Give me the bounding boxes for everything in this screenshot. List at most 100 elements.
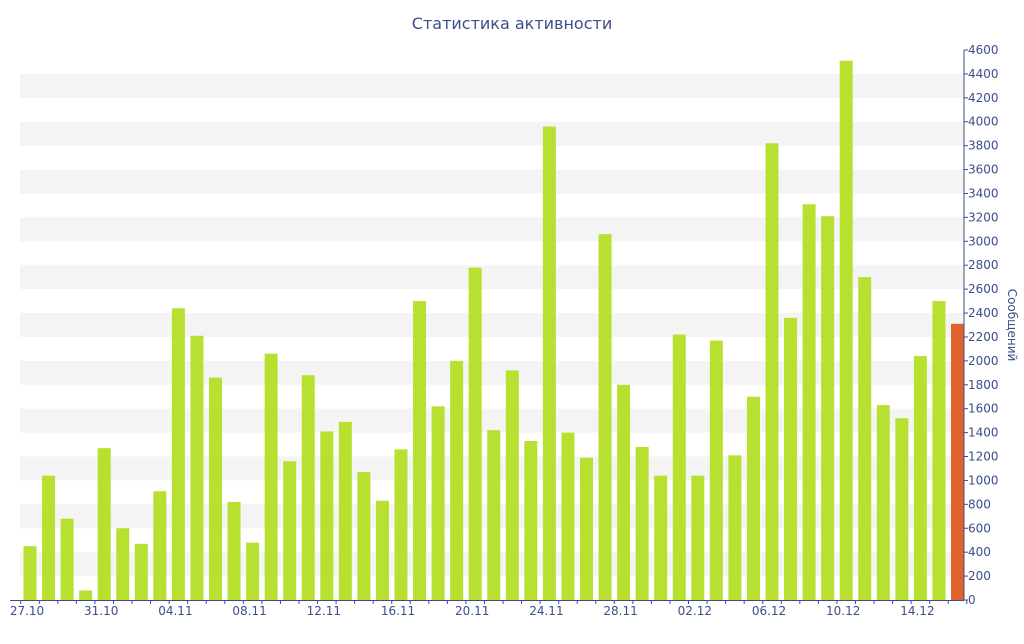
bar: 10.12: 4510 bbox=[839, 60, 853, 601]
bar: 26.11: 1190 bbox=[580, 457, 593, 600]
grid-band bbox=[20, 217, 964, 242]
x-tick-label: 06.12 bbox=[752, 604, 786, 618]
bar: 09.12: 3210 bbox=[821, 216, 835, 600]
bar: 07.12: 2360 bbox=[784, 317, 798, 600]
y-tick-label: 2200 bbox=[968, 330, 999, 344]
x-tick-label: 02.12 bbox=[678, 604, 712, 618]
y-tick-label: 2000 bbox=[968, 354, 999, 368]
y-tick-label: 1000 bbox=[968, 473, 999, 487]
bar: 30.10: 80 bbox=[79, 590, 93, 600]
y-tick-label: 400 bbox=[968, 545, 991, 559]
bar: 01.11: 600 bbox=[116, 528, 130, 600]
bar: 10.11: 1160 bbox=[283, 461, 297, 600]
bar: 12.12: 1630 bbox=[876, 405, 890, 600]
bar: 14.12: 2040 bbox=[913, 356, 927, 600]
bar: 20.11: 2780 bbox=[468, 267, 482, 600]
x-tick-label: 04.11 bbox=[158, 604, 192, 618]
y-tick-label: 3200 bbox=[968, 210, 999, 224]
x-tick-label: 28.11 bbox=[603, 604, 637, 618]
y-tick-label: 4600 bbox=[968, 43, 999, 57]
y-tick-label: 200 bbox=[968, 569, 991, 583]
bar: 17.11: 2500 bbox=[413, 301, 427, 600]
bar: 08.12: 3310 bbox=[802, 204, 816, 600]
bar: 28.11: 1800 bbox=[617, 384, 631, 600]
y-tick-label: 2800 bbox=[968, 258, 999, 272]
bar: 03.11: 910 bbox=[153, 491, 167, 600]
y-tick-label: 3400 bbox=[968, 186, 999, 200]
axes: 0 200 400 600 800 1000 1200 1400 1600 1800 2000 220… bbox=[10, 43, 1019, 618]
grid-band bbox=[20, 265, 964, 290]
bar: 13.12: 1520 bbox=[895, 418, 909, 600]
bar-current: 16.12: 2310 bbox=[951, 323, 964, 600]
bar: 23.11: 1330 bbox=[524, 440, 538, 600]
bar: 31.10: 1270 bbox=[97, 448, 111, 600]
y-tick-label: 4400 bbox=[968, 67, 999, 81]
bar: 03.12: 2170 bbox=[709, 340, 723, 600]
bar: 05.11: 2210 bbox=[190, 335, 204, 600]
bar: 01.12: 2220 bbox=[672, 334, 686, 600]
y-axis-label: Сообщений bbox=[1005, 289, 1019, 362]
x-tick-label: 12.11 bbox=[307, 604, 341, 618]
bar: 11.12: 2700 bbox=[858, 277, 872, 600]
bar: 13.11: 1490 bbox=[338, 421, 352, 600]
y-tick-label: 3600 bbox=[968, 163, 999, 177]
y-tick-label: 4200 bbox=[968, 91, 999, 105]
bar: 16.11: 1260 bbox=[394, 449, 408, 600]
y-tick-label: 3000 bbox=[968, 234, 999, 248]
bar: 28.10: 1040 bbox=[42, 475, 56, 600]
y-tick-label: 800 bbox=[968, 497, 991, 511]
grid-band bbox=[20, 121, 964, 146]
x-tick-label: 14.12 bbox=[900, 604, 934, 618]
bar: 14.11: 1070 bbox=[357, 472, 371, 600]
bar: 24.11: 3960 bbox=[542, 126, 556, 601]
bar: 11.11: 1880 bbox=[301, 375, 315, 600]
grid-band bbox=[20, 360, 964, 385]
bar: 08.11: 480 bbox=[246, 542, 260, 600]
bar: 12.11: 1410 bbox=[320, 431, 334, 600]
y-tick-label: 1200 bbox=[968, 450, 999, 464]
bar: 18.11: 1620 bbox=[431, 406, 445, 600]
bar: 29.11: 1280 bbox=[635, 446, 649, 600]
y-tick-label: 1400 bbox=[968, 426, 999, 440]
bar: 25.11: 1400 bbox=[561, 432, 575, 600]
y-tick-label: 3800 bbox=[968, 139, 999, 153]
bar: 06.11: 1860 bbox=[209, 377, 222, 600]
bar: 02.11: 470 bbox=[134, 543, 148, 600]
grid-bands bbox=[20, 73, 964, 577]
bar: 19.11: 2000 bbox=[450, 360, 464, 600]
bar: 04.11: 2440 bbox=[171, 308, 185, 600]
bar: 05.12: 1700 bbox=[746, 396, 760, 600]
y-tick-label: 600 bbox=[968, 521, 991, 535]
y-tick-label: 1600 bbox=[968, 402, 999, 416]
x-tick-label: 27.10 bbox=[10, 604, 44, 618]
x-tick-label: 10.12 bbox=[826, 604, 860, 618]
bar: 09.11: 2060 bbox=[264, 353, 278, 600]
grid-band bbox=[20, 169, 964, 194]
x-tick-label: 24.11 bbox=[529, 604, 563, 618]
x-tick-label: 08.11 bbox=[232, 604, 266, 618]
y-tick-label: 1800 bbox=[968, 378, 999, 392]
y-tick-label: 4000 bbox=[968, 115, 999, 129]
chart-title: Статистика активности bbox=[411, 14, 613, 33]
y-tick-label: 0 bbox=[968, 593, 976, 607]
bar: 02.12: 1040 bbox=[691, 475, 705, 600]
bar: 07.11: 820 bbox=[227, 501, 241, 600]
grid-band bbox=[20, 408, 964, 433]
y-tick-label: 2600 bbox=[968, 282, 999, 296]
bar: 22.11: 1920 bbox=[505, 370, 519, 600]
bar: 27.11: 3060 bbox=[598, 234, 612, 600]
bars: 27.10: 450 28.10: 1040 29.10: 680 30.10: 80… bbox=[23, 60, 964, 601]
x-tick-label: 31.10 bbox=[84, 604, 118, 618]
y-tick-label: 2400 bbox=[968, 306, 999, 320]
bar: 27.10: 450 bbox=[23, 546, 37, 600]
bar: 21.11: 1420 bbox=[487, 430, 501, 600]
x-tick-label: 16.11 bbox=[381, 604, 415, 618]
bar: 30.11: 1040 bbox=[654, 475, 668, 600]
bar: 15.11: 830 bbox=[375, 500, 389, 600]
x-tick-label: 20.11 bbox=[455, 604, 489, 618]
grid-band bbox=[20, 73, 964, 98]
grid-band bbox=[20, 313, 964, 337]
